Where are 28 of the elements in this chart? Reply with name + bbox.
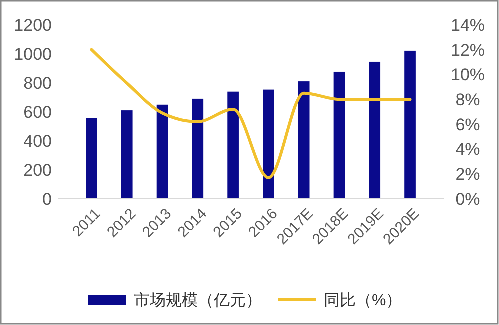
y2-tick-label: 14% [450, 16, 486, 35]
y2-tick-label: 10% [450, 66, 486, 85]
y2-tick-label: 12% [450, 40, 486, 60]
y-tick-label: 1000 [14, 44, 52, 64]
bar [404, 50, 416, 199]
legend-label: 同比（%） [324, 292, 402, 310]
y-tick-label: 800 [24, 74, 52, 93]
line-series [90, 48, 412, 180]
y2-tick-label: 2% [456, 165, 480, 184]
legend-label: 市场规模（亿元） [134, 292, 262, 310]
bar [228, 92, 239, 199]
bar [334, 72, 346, 199]
y-tick-label: 0 [42, 190, 52, 209]
y-tick-label: 600 [24, 102, 52, 122]
bar [298, 82, 310, 199]
y2-tick-label: 4% [456, 140, 480, 160]
y-tick-label: 200 [24, 160, 52, 180]
y-tick-label: 1200 [14, 16, 52, 35]
bar [263, 90, 274, 199]
bar [121, 110, 133, 199]
bar [192, 98, 204, 199]
bar [156, 104, 168, 199]
bar [86, 118, 98, 199]
bar [369, 62, 381, 199]
y2-tick-label: 6% [456, 115, 480, 134]
y2-tick-label: 0% [456, 190, 480, 209]
y-tick-label: 400 [24, 132, 52, 151]
y2-tick-label: 8% [456, 90, 480, 110]
